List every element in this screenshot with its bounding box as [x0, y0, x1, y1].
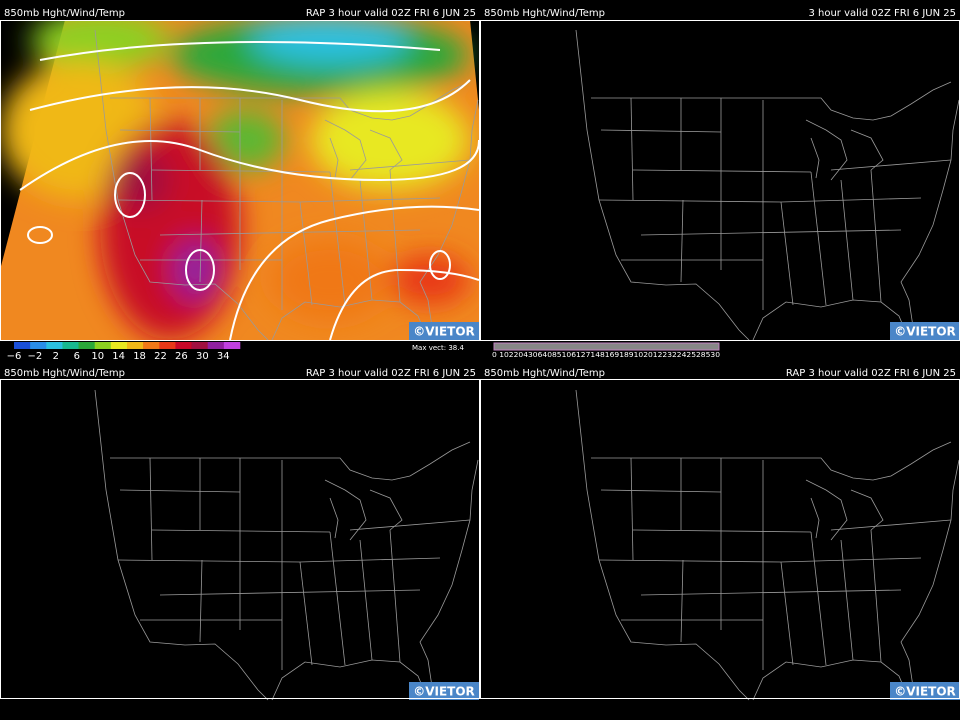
legend-swatch: [110, 342, 128, 349]
legend-label: 34: [217, 351, 230, 362]
legend-swatch: [127, 342, 144, 349]
legend-swatch: [223, 342, 241, 349]
legend-swatch: [14, 342, 31, 349]
wind-scale: 0 10220430640851061271481691891020122322…: [492, 351, 720, 359]
legend-label: 18: [133, 351, 146, 362]
legend-swatch: [207, 342, 225, 349]
legend-swatch: [46, 342, 63, 349]
panel: ©VIETOR: [575, 29, 960, 341]
panel-valid: 3 hour valid 02Z FRI 6 JUN 25: [808, 8, 956, 19]
legend-label: 30: [196, 351, 209, 362]
credit-bg: [409, 682, 479, 700]
legend-swatch: [94, 342, 112, 349]
credit-bg: [409, 322, 479, 340]
credit: ©VIETOR: [894, 685, 956, 699]
legend-label: 22: [154, 351, 167, 362]
legend-label: 2: [53, 351, 59, 362]
legend-swatch: [62, 342, 79, 349]
panel-valid: RAP 3 hour valid 02Z FRI 6 JUN 25: [306, 8, 476, 19]
legend-label: 10: [91, 351, 104, 362]
max-vector: Max vect: 38.4: [412, 344, 464, 352]
legend-swatch: [191, 342, 209, 349]
panel: ©VIETOR: [575, 389, 960, 701]
legend-label: 14: [112, 351, 125, 362]
panel: ©VIETOR: [94, 389, 479, 701]
panel-title: 850mb Hght/Wind/Temp: [484, 8, 605, 19]
legend-swatch: [143, 342, 160, 349]
credit-bg: [890, 682, 960, 700]
panel-title: 850mb Hght/Wind/Temp: [4, 8, 125, 19]
credit: ©VIETOR: [413, 325, 475, 339]
panel-title: 850mb Hght/Wind/Temp: [484, 368, 605, 379]
credit: ©VIETOR: [413, 685, 475, 699]
field-blobs: [0, 20, 470, 340]
legend-swatch: [159, 342, 176, 349]
legend-label: 26: [175, 351, 188, 362]
temperature-field: [0, 20, 479, 340]
legend-swatch: [175, 342, 192, 349]
panel-valid: RAP 3 hour valid 02Z FRI 6 JUN 25: [786, 368, 956, 379]
height-contours: [19, 41, 479, 340]
temp-legend: −6 −2 2 6 10 14 18 22 26 30 34: [7, 342, 241, 362]
credit: ©VIETOR: [894, 325, 956, 339]
legend-label: 6: [74, 351, 80, 362]
panel: ©VIETOR: [0, 20, 479, 340]
legend-label: −6: [7, 351, 22, 362]
legend-label: −2: [28, 351, 43, 362]
legend-swatch: [30, 342, 47, 349]
wind-scale-bar: [493, 342, 720, 351]
panel-valid: RAP 3 hour valid 02Z FRI 6 JUN 25: [306, 368, 476, 379]
panel-title: 850mb Hght/Wind/Temp: [4, 368, 125, 379]
legend-swatch: [78, 342, 96, 349]
credit-bg: [890, 322, 960, 340]
